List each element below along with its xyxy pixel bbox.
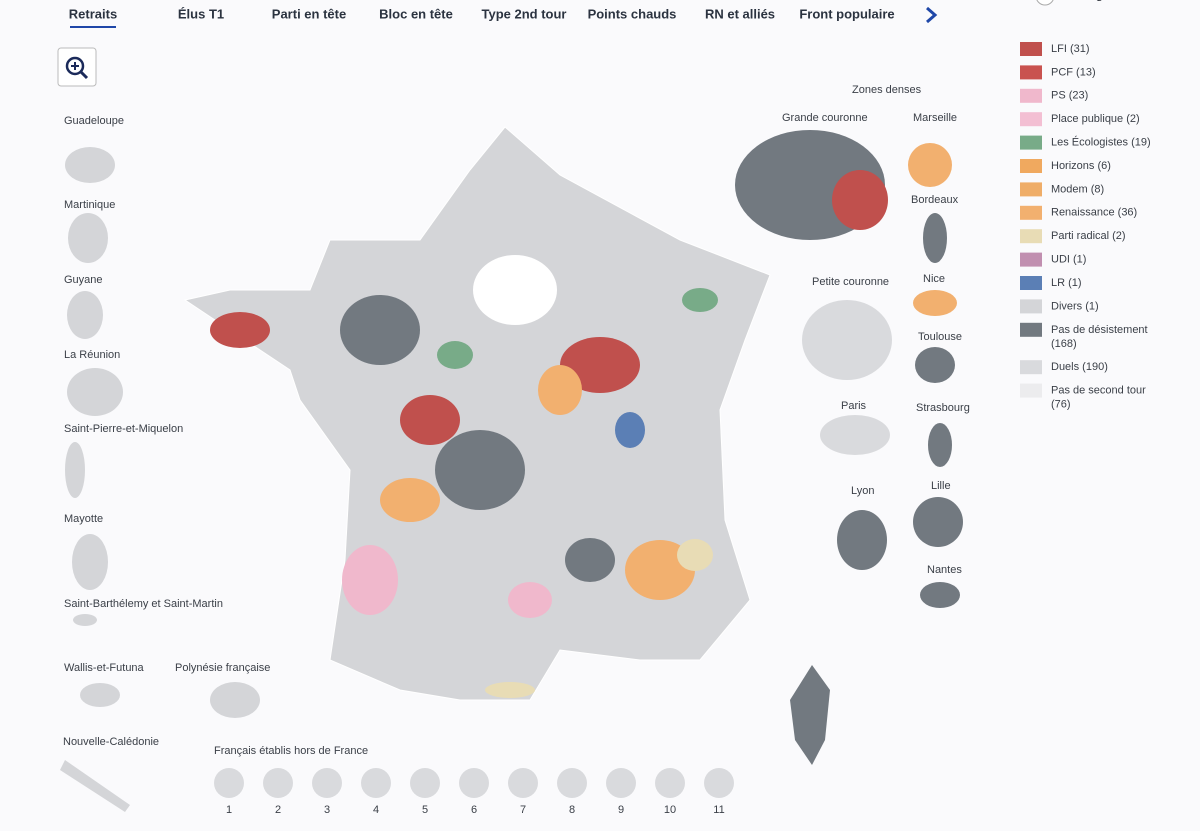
- constituency-label: 8: [569, 804, 575, 816]
- zone-label: Nantes: [927, 564, 962, 576]
- zone-label: Petite couronne: [812, 276, 889, 288]
- tab[interactable]: Élus T1: [178, 6, 224, 21]
- territory-label: La Réunion: [64, 349, 120, 361]
- legend-swatch: [1020, 65, 1042, 80]
- legend-label: Renaissance (36): [1051, 207, 1137, 219]
- toggle-label: Cartogramme: [1064, 0, 1143, 1]
- territory-label: Nouvelle-Calédonie: [63, 736, 159, 748]
- constituency-circle: [361, 768, 391, 798]
- tab[interactable]: Type 2nd tour: [482, 6, 567, 21]
- legend-label: Parti radical (2): [1051, 230, 1126, 242]
- legend-swatch: [1020, 88, 1042, 103]
- constituency-circle: [508, 768, 538, 798]
- constituency-label: 5: [422, 804, 428, 816]
- zone-label: Toulouse: [918, 331, 962, 343]
- tab[interactable]: Front populaire: [799, 6, 894, 21]
- tab[interactable]: RN et alliés: [705, 6, 775, 21]
- legend-label: LFI (31): [1051, 43, 1090, 55]
- toggle-switch[interactable]: [1036, 0, 1054, 6]
- dense-zone-shapes: [735, 130, 963, 608]
- zone-label: Lille: [931, 480, 951, 492]
- legend-swatch: [1020, 360, 1042, 375]
- legend-swatch: [1020, 182, 1042, 197]
- zone-label: Bordeaux: [911, 194, 959, 206]
- abroad-title: Français établis hors de France: [214, 745, 368, 757]
- constituency-label: 7: [520, 804, 526, 816]
- territory-label: Wallis-et-Futuna: [64, 662, 145, 674]
- territory-label: Saint-Pierre-et-Miquelon: [64, 423, 183, 435]
- zone-label: Grande couronne: [782, 112, 868, 124]
- legend-label: Divers (1): [1051, 300, 1099, 312]
- france-map: [183, 126, 830, 765]
- constituency-label: 2: [275, 804, 281, 816]
- legend-swatch: [1020, 112, 1042, 127]
- territory-label: Martinique: [64, 199, 115, 211]
- tab[interactable]: Parti en tête: [272, 6, 346, 21]
- legend-label: Horizons (6): [1051, 160, 1111, 172]
- constituency-label: 4: [373, 804, 379, 816]
- legend-swatch: [1020, 383, 1042, 398]
- tab[interactable]: Retraits: [69, 6, 117, 21]
- legend-label: Pas de second tour (76): [1051, 385, 1146, 411]
- territory-label: Saint-Barthélemy et Saint-Martin: [64, 598, 223, 610]
- legend-swatch: [1020, 159, 1042, 173]
- legend-swatch: [1020, 299, 1042, 314]
- legend-label: Les Écologistes (19): [1051, 136, 1151, 149]
- constituency-circle: [655, 768, 685, 798]
- constituency-circle: [606, 768, 636, 798]
- legend-label: UDI (1): [1051, 254, 1086, 266]
- constituency-circle: [410, 768, 440, 798]
- constituency-circle: [459, 768, 489, 798]
- legend-swatch: [1020, 229, 1042, 244]
- legend-label: Duels (190): [1051, 361, 1108, 373]
- legend-swatch: [1020, 205, 1042, 220]
- constituency-circle: [312, 768, 342, 798]
- zone-label: Nice: [923, 273, 945, 285]
- legend-label: PCF (13): [1051, 66, 1096, 78]
- zone-label: Strasbourg: [916, 402, 970, 414]
- constituency-label: 3: [324, 804, 330, 816]
- territory-label: Guyane: [64, 274, 103, 286]
- tab-underline: [70, 26, 116, 28]
- constituency-label: 1: [226, 804, 232, 816]
- constituency-circle: [704, 768, 734, 798]
- legend-label: Pas de désistement (168): [1051, 324, 1148, 350]
- tab[interactable]: Bloc en tête: [379, 6, 453, 21]
- constituency-label: 10: [664, 804, 676, 816]
- legend-label: LR (1): [1051, 277, 1082, 289]
- legend-label: Place publique (2): [1051, 113, 1140, 125]
- legend-swatch: [1020, 135, 1042, 150]
- constituency-circle: [263, 768, 293, 798]
- legend-label: PS (23): [1051, 90, 1088, 102]
- tab[interactable]: Points chauds: [588, 6, 677, 21]
- zoom-button[interactable]: [57, 47, 97, 87]
- constituency-label: 11: [713, 804, 724, 816]
- zone-label: Marseille: [913, 112, 957, 124]
- zone-label: Paris: [841, 400, 867, 412]
- next-arrow[interactable]: [926, 6, 938, 24]
- constituency-circle: [557, 768, 587, 798]
- territory-label: Polynésie française: [175, 662, 270, 674]
- legend-swatch: [1020, 322, 1042, 337]
- constituency-label: 6: [471, 804, 477, 816]
- territory-label: Guadeloupe: [64, 115, 124, 127]
- territory-label: Mayotte: [64, 513, 103, 525]
- dense-title: Zones denses: [852, 84, 922, 96]
- legend-swatch: [1020, 252, 1042, 267]
- legend-swatch: [1020, 42, 1042, 56]
- constituency-label: 9: [618, 804, 624, 816]
- constituency-circle: [214, 768, 244, 798]
- zone-label: Lyon: [851, 485, 874, 497]
- overseas-shapes: [60, 147, 260, 812]
- legend-swatch: [1020, 276, 1042, 290]
- legend-label: Modem (8): [1051, 183, 1104, 195]
